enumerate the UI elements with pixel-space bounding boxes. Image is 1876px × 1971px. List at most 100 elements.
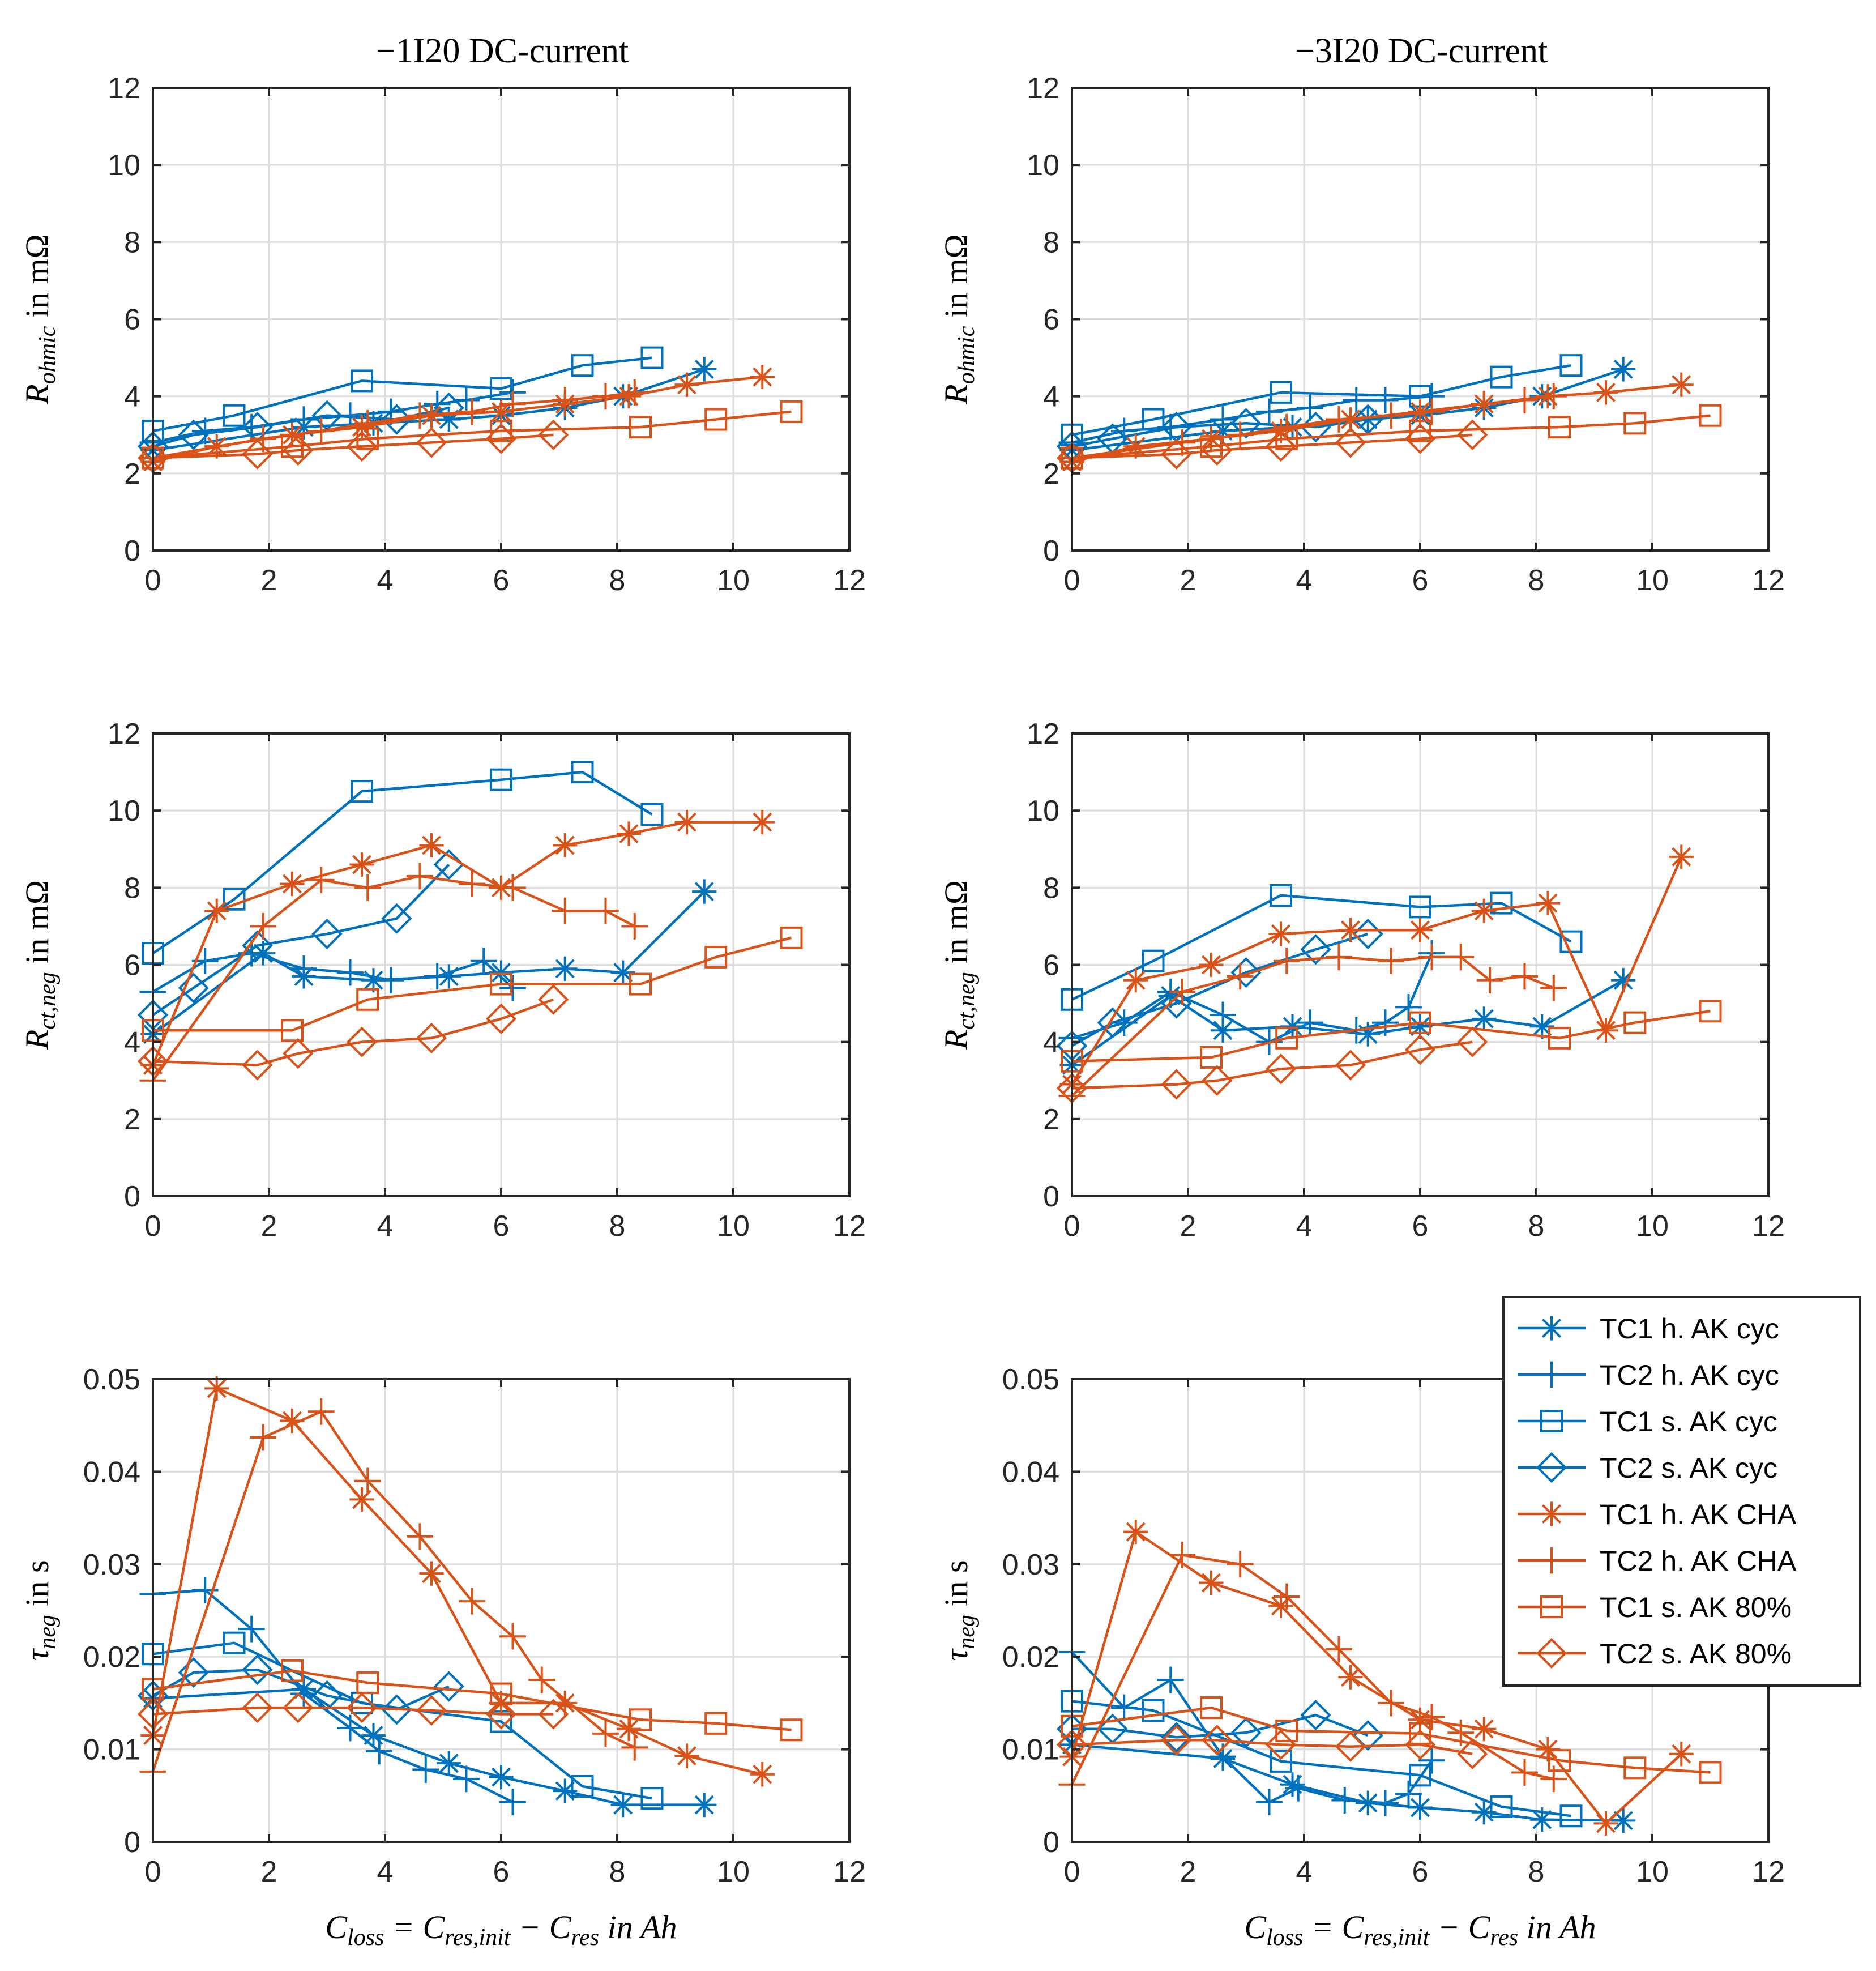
y-tick-label: 0 [124, 535, 140, 568]
data-point [1202, 1725, 1233, 1756]
data-point [283, 1038, 314, 1069]
data-point [1535, 890, 1561, 916]
data-point [1352, 1720, 1383, 1751]
data-point [178, 972, 209, 1004]
data-point [1471, 390, 1498, 417]
data-point [1559, 1804, 1583, 1828]
series-line [1071, 414, 1711, 459]
data-point [283, 434, 314, 466]
data-point [1472, 1800, 1497, 1825]
series-line [1071, 364, 1571, 437]
data-point [1300, 934, 1331, 965]
data-point [592, 1720, 619, 1747]
data-point [223, 1631, 246, 1654]
legend-item: TC2 s. AK 80% [1518, 1637, 1792, 1670]
y-tick-label: 6 [124, 304, 140, 336]
data-point [1669, 372, 1694, 397]
x-tick-label: 12 [1752, 1210, 1785, 1243]
data-point [1372, 387, 1399, 413]
data-point [1256, 398, 1283, 425]
data-point [1490, 365, 1513, 389]
legend-item: TC1 s. AK 80% [1518, 1592, 1792, 1623]
series-line [1071, 932, 1369, 1047]
data-point [490, 1682, 512, 1705]
data-point [621, 379, 648, 406]
data-point [453, 387, 480, 413]
y-tick-label: 0.01 [83, 1734, 140, 1767]
data-point [1418, 1704, 1445, 1730]
data-point [311, 918, 343, 950]
data-point [1669, 844, 1694, 869]
data-point [1472, 1717, 1497, 1742]
data-point [412, 1756, 439, 1783]
data-point [1275, 1026, 1298, 1050]
legend-marker [1539, 1316, 1564, 1341]
legend-item: TC2 h. AK cyc [1518, 1359, 1779, 1391]
data-point [1511, 387, 1538, 413]
series-line [1071, 1700, 1571, 1818]
x-tick-label: 4 [377, 1210, 394, 1243]
data-point [356, 1671, 379, 1694]
data-point [290, 955, 317, 982]
x-tick-label: 8 [609, 1855, 626, 1888]
y-tick-label: 8 [1043, 226, 1059, 259]
data-point [1230, 408, 1262, 439]
x-tick-label: 10 [1636, 1855, 1669, 1888]
data-point [1372, 1789, 1399, 1816]
x-tick-label: 8 [609, 564, 626, 597]
data-point [1256, 1789, 1283, 1816]
data-point [459, 1588, 486, 1615]
data-point [1511, 1759, 1538, 1786]
data-point [1200, 1696, 1223, 1720]
data-point [337, 959, 364, 986]
data-point [485, 423, 517, 454]
data-point [280, 871, 305, 897]
x-tick-label: 4 [1296, 1210, 1313, 1243]
data-point [1331, 1787, 1358, 1814]
y-tick-label: 12 [108, 718, 140, 750]
data-point [178, 1657, 209, 1688]
data-point [1275, 427, 1298, 450]
y-tick-label: 10 [108, 795, 140, 827]
data-point [1326, 944, 1352, 971]
series-tc1-h-ak-cha [1059, 844, 1694, 1097]
y-axis-label: Rct,neg in mΩ [938, 880, 980, 1050]
data-point [1268, 1593, 1293, 1618]
x-tick-label: 0 [1064, 564, 1080, 597]
legend-item: TC1 h. AK CHA [1518, 1499, 1797, 1530]
data-point [1418, 1747, 1445, 1774]
data-point [283, 1692, 314, 1723]
data-point [1268, 419, 1293, 443]
series-line [1071, 395, 1554, 459]
data-point [1273, 1583, 1300, 1610]
data-point [592, 383, 619, 410]
x-tick-label: 4 [1296, 564, 1313, 597]
data-point [592, 897, 619, 924]
data-point [416, 1695, 447, 1726]
data-point [538, 984, 569, 1015]
data-point [366, 1738, 393, 1765]
data-point [361, 968, 386, 993]
data-point [1404, 423, 1436, 454]
data-point [1270, 884, 1292, 907]
data-point [1409, 1764, 1431, 1787]
data-point [356, 988, 379, 1011]
data-point [1265, 1053, 1297, 1085]
data-point [1338, 1665, 1363, 1690]
panel-r-ohmic-1: 0 2 4 6 8 10 12 0 2 4 6 8 10 12 Rohmic in mΩ [19, 72, 866, 597]
x-tick-label: 0 [145, 564, 161, 597]
x-tick-label: 10 [1636, 1210, 1669, 1243]
data-point [538, 419, 569, 450]
data-point [1404, 1034, 1436, 1065]
x-axis-label: Closs = Cres,init − Cres in Ah [325, 1909, 677, 1951]
y-tick-label: 2 [124, 458, 140, 490]
legend-item: TC2 s. AK cyc [1518, 1452, 1777, 1484]
panel-r-ohmic-3: 0 2 4 6 8 10 12 0 2 4 6 8 10 12 Rohmic in mΩ [938, 72, 1785, 597]
series-line [152, 1706, 554, 1716]
data-point [552, 387, 579, 413]
data-point [674, 1743, 699, 1768]
legend-marker [1538, 1547, 1565, 1574]
legend-label: TC2 s. AK 80% [1600, 1638, 1792, 1670]
data-point [1202, 1065, 1233, 1096]
data-point [750, 809, 775, 835]
